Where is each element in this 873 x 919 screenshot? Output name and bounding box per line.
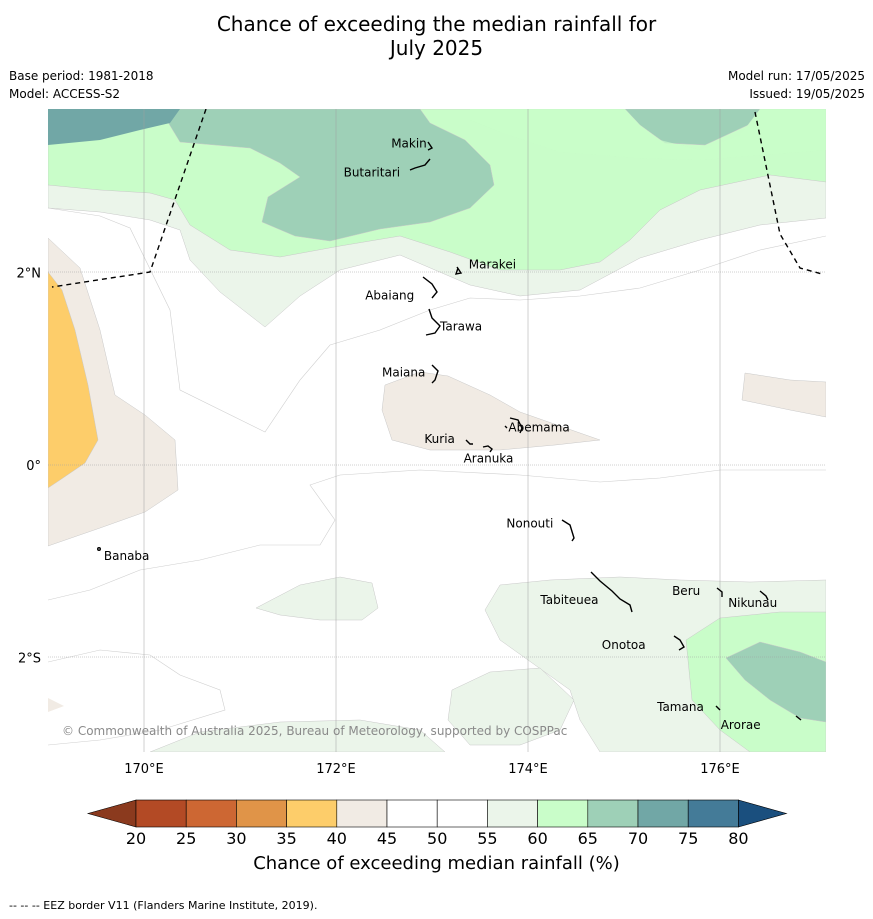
contour-40-45-east [741, 372, 826, 418]
colorbar-segment [135, 799, 187, 828]
island-label-tabiteuea: Tabiteuea [539, 593, 598, 607]
island-label-marakei: Marakei [469, 257, 516, 271]
colorbar-segment [537, 799, 589, 828]
graticule [48, 109, 826, 752]
lon-tick-label: 174°E [508, 762, 548, 777]
colorbar-segment [386, 799, 438, 828]
contour-70-75-north [48, 109, 180, 145]
island-coastlines [96, 141, 802, 721]
latitude-labels: 2°N 0° 2°S [17, 266, 42, 666]
colorbar-tick-label: 20 [126, 829, 146, 848]
colorbar-tick-label: 25 [176, 829, 196, 848]
copyright-notice: © Commonwealth of Australia 2025, Bureau… [62, 724, 568, 738]
island-label-arorae: Arorae [721, 718, 761, 732]
lat-tick-label: 2°N [17, 266, 42, 281]
colorbar-over-arrow [738, 799, 788, 828]
contour-lines [48, 207, 826, 746]
island-label-nikunau: Nikunau [728, 596, 777, 610]
island-label-maiana: Maiana [382, 366, 425, 380]
colorbar-segment [487, 799, 538, 828]
map-title: Chance of exceeding the median rainfall … [0, 12, 873, 60]
colorbar-tick-label: 80 [728, 829, 748, 848]
colorbar-segment [286, 799, 338, 828]
lon-tick-label: 172°E [316, 762, 356, 777]
lat-tick-label: 2°S [18, 652, 41, 667]
model-name: Model: ACCESS-S2 [9, 87, 121, 101]
title-line-2: July 2025 [389, 36, 484, 60]
eez-border [51, 109, 823, 288]
contour-65-70-north [159, 109, 495, 242]
colorbar-tick-label: 50 [427, 829, 447, 848]
island-label-makin: Makin [391, 136, 427, 150]
colorbar-segment [236, 799, 287, 828]
meta-right: Model run: 17/05/2025 Issued: 19/05/2025 [728, 67, 865, 103]
colorbar-tick-label: 60 [527, 829, 547, 848]
island-label-tamana: Tamana [656, 700, 704, 714]
map-area [48, 109, 826, 752]
island-label-butaritari: Butaritari [344, 165, 401, 179]
island-label-kuria: Kuria [424, 432, 455, 446]
colorbar-tick-label: 70 [628, 829, 648, 848]
island-label-banaba: Banaba [104, 549, 150, 563]
colorbar-label: Chance of exceeding median rainfall (%) [253, 853, 620, 874]
issued-date: Issued: 19/05/2025 [749, 87, 865, 101]
colorbar-tick-label: 40 [327, 829, 347, 848]
colorbar-tick-label: 30 [226, 829, 246, 848]
colorbar-tick-label: 75 [678, 829, 698, 848]
island-label-tarawa: Tarawa [439, 319, 482, 333]
contour-55-60-south-center [447, 667, 575, 746]
island-label-abemama: Abemama [508, 420, 569, 434]
contour-55-60-south-west [255, 576, 379, 621]
colorbar-tick-label: 45 [377, 829, 397, 848]
eez-footnote: -- -- -- EEZ border V11 (Flanders Marine… [9, 899, 318, 912]
model-run: Model run: 17/05/2025 [727, 69, 865, 83]
colorbar-under-arrow [86, 799, 137, 828]
colorbar-segment [436, 799, 488, 828]
contour-60-65-top-strip [470, 109, 826, 160]
colorbar-tick-label: 35 [276, 829, 296, 848]
lat-tick-label: 0° [26, 459, 41, 474]
island-label-onotoa: Onotoa [602, 638, 646, 652]
island-label-abaiang: Abaiang [365, 289, 414, 303]
lon-tick-label: 176°E [700, 762, 740, 777]
contour-45-50-sw [48, 698, 64, 712]
colorbar-segment [336, 799, 388, 828]
base-period: Base period: 1981-2018 [9, 69, 154, 83]
colorbar-tick-label: 55 [477, 829, 497, 848]
island-labels: Makin Butaritari Marakei Abaiang Tarawa Maian… [104, 136, 777, 732]
colorbar-tick-label: 65 [578, 829, 598, 848]
longitude-labels: 170°E 172°E 174°E 176°E [124, 762, 740, 777]
colorbar-segment [185, 799, 237, 828]
title-line-1: Chance of exceeding the median rainfall … [216, 12, 657, 36]
contour-40-45-west [48, 237, 179, 547]
island-label-nonouti: Nonouti [506, 517, 553, 531]
contour-65-70-southeast [725, 641, 826, 723]
island-label-aranuka: Aranuka [464, 452, 514, 466]
lon-tick-label: 170°E [124, 762, 164, 777]
colorbar: 20 25 30 35 40 45 50 55 60 65 70 75 80 [86, 799, 788, 848]
colorbar-segment [637, 799, 689, 828]
colorbar-segment [687, 799, 739, 828]
contour-35-40-west [48, 271, 99, 489]
contour-55-60-south-bottom [149, 719, 446, 752]
meta-left: Base period: 1981-2018 Model: ACCESS-S2 [9, 67, 154, 103]
contour-40-45-central [381, 371, 601, 451]
colorbar-segment [587, 799, 639, 828]
island-label-beru: Beru [672, 584, 700, 598]
